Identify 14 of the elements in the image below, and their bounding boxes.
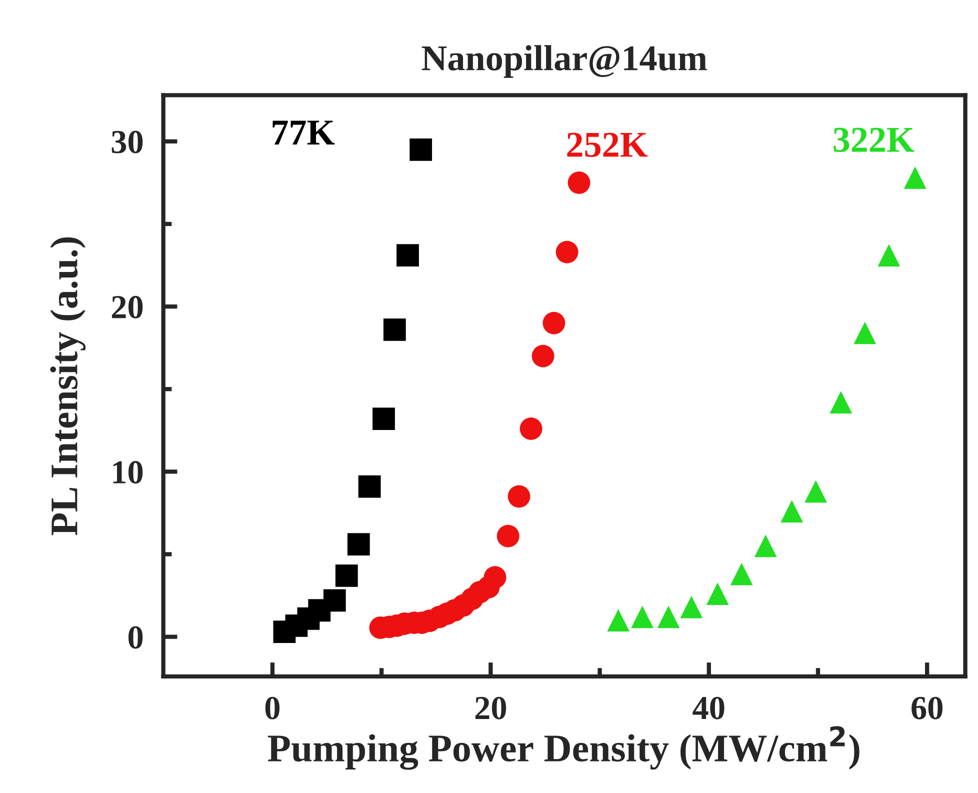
x-tick-label: 60 bbox=[912, 696, 942, 720]
x-tick-label: 40 bbox=[692, 696, 724, 720]
y-axis-title: PL Intensity (a.u.) bbox=[50, 237, 86, 536]
y-tick-label: 0 bbox=[128, 626, 143, 649]
series-label: 322K bbox=[834, 128, 914, 152]
y-tick-label: 30 bbox=[112, 130, 143, 154]
x-tick-label: 0 bbox=[265, 696, 280, 720]
y-tick-label: 20 bbox=[112, 296, 143, 318]
chart-title: Nanopillar@14um bbox=[422, 45, 707, 78]
series-label: 252K bbox=[567, 132, 648, 157]
x-axis-title: Pumping Power Density (MW/cm$^{2}$) bbox=[268, 726, 860, 770]
x-tick-label: 20 bbox=[475, 696, 506, 720]
text: 77K bbox=[272, 120, 335, 144]
y-tick-label: 10 bbox=[113, 461, 143, 484]
